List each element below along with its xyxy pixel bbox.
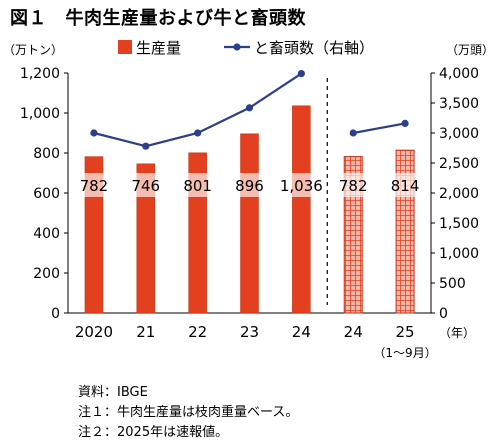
line-series [90,70,409,150]
chart: 生産量 と畜頭数（右軸） 0 200 400 600 800 1,000 1,200 0 500 1… [3,39,494,360]
legend-swatch-bar [118,40,132,54]
left-tick-label: 400 [33,226,60,242]
data-label: 782 [80,177,109,195]
right-tick-label: 3,500 [439,96,479,112]
x-tick-sublabel: （1～9月） [373,346,436,360]
line-point [245,104,254,112]
left-tick-label: 600 [33,186,60,202]
x-axis-unit: （年） [439,326,475,340]
right-tick-label: 2,500 [439,156,479,172]
figure-title: 図１ 牛肉生産量および牛と畜頭数 [10,8,306,29]
line-segment [353,122,406,135]
bar [240,133,259,314]
data-label: 746 [131,177,160,195]
left-tick-label: 1,200 [20,66,60,82]
left-axis-title: （万トン） [3,43,63,57]
line-point [194,129,202,137]
legend-label-line: と畜頭数（右軸） [254,39,374,57]
right-axis-title: （万頭） [446,43,494,57]
data-label-bg [281,173,322,197]
x-tick-label: 21 [136,323,155,341]
x-tick-label: 2020 [75,323,113,341]
right-tick-label: 2,000 [439,186,479,202]
data-label-bg [79,173,108,197]
data-label-bg [183,173,212,197]
bar [292,105,311,314]
left-tick-label: 0 [51,306,60,322]
right-tick-label: 1,500 [439,216,479,232]
right-tick-label: 1,000 [439,246,479,262]
left-tick-label: 800 [33,146,60,162]
data-label: 801 [183,177,212,195]
legend-label-bar: 生産量 [136,39,181,57]
data-label-bg [131,173,160,197]
line-point [90,129,98,137]
data-labels: 782 746 801 896 1,036 782 814 [79,173,420,197]
line-point [401,119,409,127]
data-label: 1,036 [280,177,323,195]
source-note: 資料：IBGE [78,385,148,400]
note-2: 注２：2025年は速報値。 [78,425,229,440]
x-tick-label: 24 [292,323,311,341]
line-point [142,142,150,150]
data-label: 896 [235,177,264,195]
left-tick-label: 1,000 [20,106,60,122]
data-label-bg [339,173,368,197]
right-tick-label: 3,000 [439,126,479,142]
data-label-bg [391,173,420,197]
line-point [349,129,357,137]
note-1: 注１：牛肉生産量は枝肉重量ベース。 [78,405,299,420]
x-tick-label: 24 [344,323,363,341]
x-tick-label: 22 [188,323,207,341]
right-tick-label: 4,000 [439,66,479,82]
bar [136,163,156,314]
data-label: 814 [391,177,420,195]
data-label: 782 [339,177,368,195]
legend-swatch-marker [233,43,241,51]
x-tick-label: 23 [240,323,259,341]
legend: 生産量 と畜頭数（右軸） [118,39,374,57]
right-tick-label: 500 [439,276,466,292]
x-tick-label: 25 [396,323,415,341]
line-point [297,70,305,78]
data-label-bg [235,173,264,197]
right-tick-label: 0 [439,306,448,322]
left-tick-label: 200 [33,266,60,282]
bar-series [84,105,415,314]
